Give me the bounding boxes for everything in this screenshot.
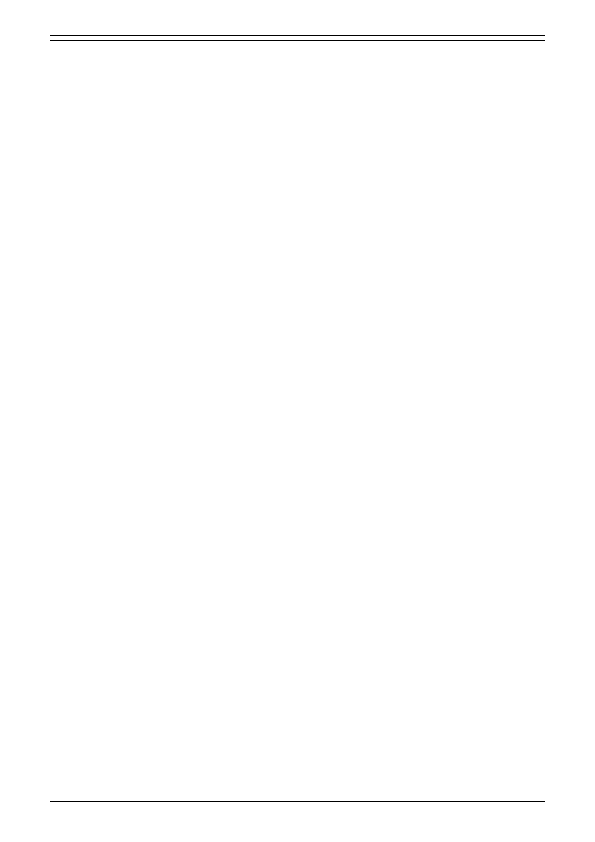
chart-luminous-current [320, 276, 475, 426]
footer-rule [50, 801, 545, 802]
chart-luminous-temp [320, 441, 475, 591]
chart-derating [120, 441, 270, 591]
chart-wavelength [128, 66, 468, 231]
chart-spatial [188, 596, 408, 731]
charts-container [50, 66, 545, 731]
chart-forward-iv [120, 276, 270, 426]
header-rule-top [50, 35, 545, 36]
header-rule-bottom [50, 40, 545, 41]
